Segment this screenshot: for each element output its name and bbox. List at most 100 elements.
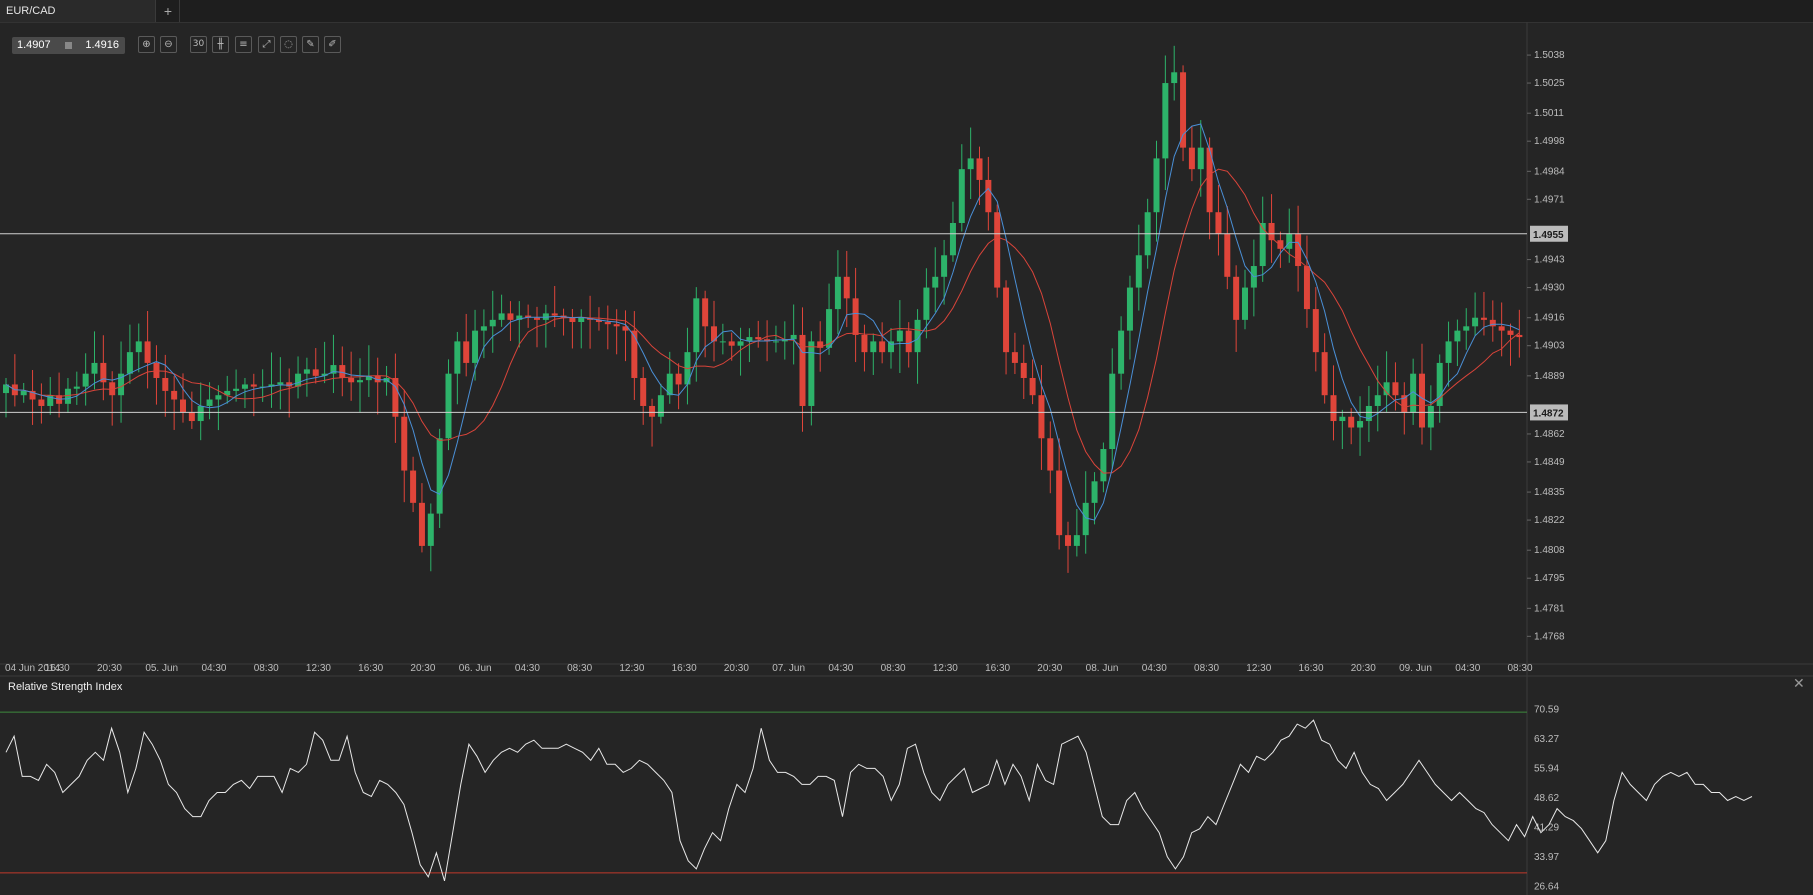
x-tick-label: 05. Jun bbox=[145, 663, 178, 674]
zoom-out-icon[interactable]: ⊖ bbox=[160, 36, 177, 53]
candle-body bbox=[1153, 158, 1160, 213]
candle-body bbox=[1109, 373, 1116, 450]
candle-body bbox=[888, 341, 894, 353]
x-tick-label: 04:30 bbox=[515, 663, 540, 674]
candle-body bbox=[640, 377, 647, 406]
candle-body bbox=[1357, 421, 1364, 428]
candle-body bbox=[1073, 535, 1080, 546]
candle-body bbox=[1419, 373, 1425, 428]
indicators-icon[interactable]: ≡ bbox=[235, 36, 252, 53]
candle-body bbox=[932, 276, 939, 288]
candle-body bbox=[817, 341, 824, 348]
candle-body bbox=[675, 373, 682, 385]
zoom-in-icon[interactable]: ⊕ bbox=[138, 36, 155, 53]
rsi-y-tick-label: 63.27 bbox=[1534, 734, 1559, 745]
candle-body bbox=[312, 369, 319, 376]
y-tick-label: 1.4930 bbox=[1534, 283, 1565, 294]
candle-body bbox=[224, 390, 231, 396]
y-tick-label: 1.5038 bbox=[1534, 50, 1565, 61]
candle-body bbox=[410, 470, 417, 503]
candle-body bbox=[82, 373, 89, 387]
add-tab-button[interactable]: + bbox=[157, 0, 180, 22]
candle-body bbox=[1498, 326, 1505, 331]
candle-body bbox=[755, 337, 762, 340]
spread-separator bbox=[65, 42, 72, 49]
candle-body bbox=[47, 395, 54, 406]
candle-body bbox=[418, 502, 425, 546]
rsi-y-tick-label: 55.94 bbox=[1534, 764, 1559, 775]
candle-body bbox=[20, 390, 27, 396]
candle-body bbox=[861, 334, 868, 353]
candle-body bbox=[914, 319, 921, 353]
candle-body bbox=[622, 326, 629, 331]
rsi-y-tick-label: 48.62 bbox=[1534, 793, 1559, 804]
y-tick-label: 1.4903 bbox=[1534, 341, 1565, 352]
y-tick-label: 1.4889 bbox=[1534, 371, 1565, 382]
candle-body bbox=[250, 384, 257, 387]
autoscale-icon[interactable]: ⤢ bbox=[258, 36, 275, 53]
candle-body bbox=[3, 384, 9, 394]
candle-body bbox=[241, 384, 248, 389]
candle-body bbox=[357, 380, 363, 383]
candle-body bbox=[702, 298, 709, 327]
moving-average-fast bbox=[5, 123, 1520, 521]
candle-body bbox=[1259, 222, 1266, 267]
candle-body bbox=[746, 337, 753, 342]
chart-type-icon[interactable]: ╫ bbox=[212, 36, 229, 53]
candle-body bbox=[1091, 481, 1098, 503]
candle-body bbox=[1454, 330, 1461, 342]
candle-body bbox=[905, 330, 912, 353]
y-tick-label: 1.5011 bbox=[1534, 108, 1564, 119]
candle-body bbox=[135, 341, 142, 353]
close-icon[interactable]: ✕ bbox=[1793, 675, 1805, 691]
y-tick-label: 1.4984 bbox=[1534, 166, 1565, 177]
y-tick-label: 1.4795 bbox=[1534, 573, 1565, 584]
drawing-icon[interactable]: ✎ bbox=[302, 36, 319, 53]
candle-body bbox=[215, 395, 222, 400]
x-tick-label: 08:30 bbox=[254, 663, 279, 674]
candle-body bbox=[1374, 395, 1381, 406]
ask-price: 1.4916 bbox=[85, 39, 119, 51]
candle-body bbox=[781, 339, 788, 342]
candle-body bbox=[303, 369, 310, 374]
candle-body bbox=[1339, 416, 1346, 422]
candle-body bbox=[649, 405, 656, 417]
candle-body bbox=[1392, 382, 1399, 396]
candle-body bbox=[719, 341, 726, 343]
tab-eur-cad[interactable]: EUR/CAD bbox=[0, 0, 156, 22]
candle-body bbox=[1277, 240, 1284, 249]
timeframe-30-icon[interactable]: 30 bbox=[190, 36, 207, 53]
x-tick-label: 16:30 bbox=[672, 663, 697, 674]
candle-body bbox=[472, 330, 479, 363]
candle-body bbox=[171, 390, 178, 400]
tab-bar: EUR/CAD + bbox=[0, 0, 1813, 23]
candle-body bbox=[1215, 212, 1222, 234]
candle-body bbox=[1321, 352, 1328, 396]
draw-pencil-icon[interactable]: ✐ bbox=[324, 36, 341, 53]
candle-body bbox=[728, 341, 735, 346]
candle-body bbox=[162, 377, 169, 391]
x-tick-label: 20:30 bbox=[1037, 663, 1062, 674]
templates-icon[interactable]: ◌ bbox=[280, 36, 297, 53]
x-tick-label: 20:30 bbox=[724, 663, 749, 674]
candle-body bbox=[1303, 266, 1310, 310]
x-tick-label: 08:30 bbox=[567, 663, 592, 674]
candle-body bbox=[206, 399, 213, 406]
candle-body bbox=[843, 276, 850, 299]
candle-body bbox=[976, 158, 983, 180]
candle-body bbox=[1180, 72, 1187, 148]
candle-body bbox=[923, 287, 930, 320]
candle-body bbox=[569, 317, 576, 323]
x-tick-label: 08:30 bbox=[1194, 663, 1219, 674]
x-tick-label: 04:30 bbox=[828, 663, 853, 674]
candle-body bbox=[1312, 309, 1319, 353]
candle-body bbox=[737, 341, 744, 346]
candle-body bbox=[896, 330, 903, 342]
x-tick-label: 04:30 bbox=[1142, 663, 1167, 674]
x-tick-label: 16:30 bbox=[1299, 663, 1324, 674]
candle-body bbox=[1427, 405, 1434, 428]
y-tick-label: 1.4998 bbox=[1534, 136, 1565, 147]
candle-body bbox=[799, 334, 806, 406]
y-tick-label: 1.4822 bbox=[1534, 515, 1565, 526]
